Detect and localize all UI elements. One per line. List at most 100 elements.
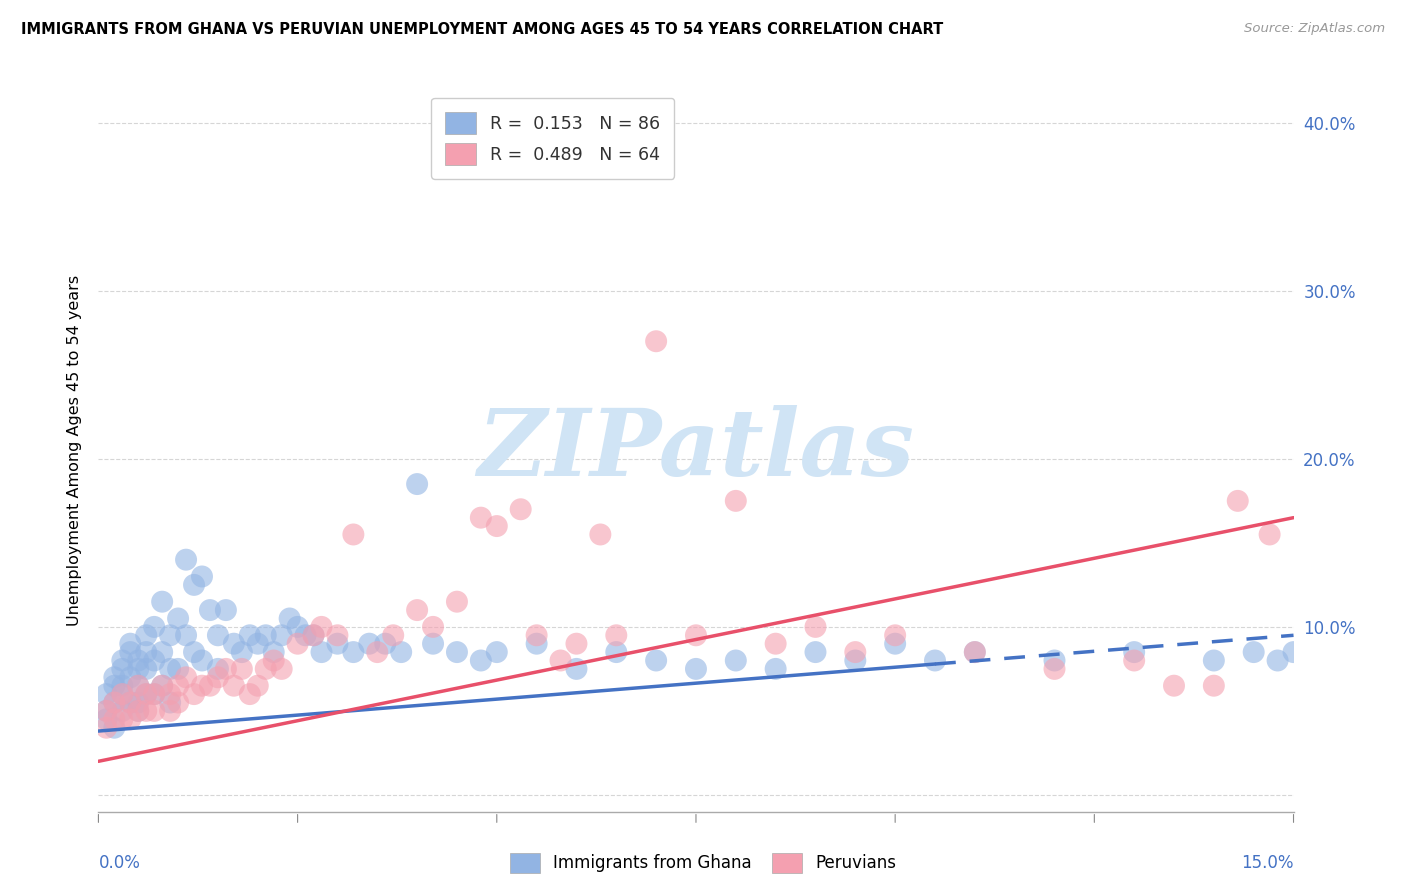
- Point: [222, 679, 245, 693]
- Point: [96, 721, 118, 735]
- Point: [103, 712, 125, 726]
- Point: [222, 637, 245, 651]
- Point: [287, 637, 309, 651]
- Point: [406, 477, 429, 491]
- Point: [685, 628, 707, 642]
- Point: [207, 670, 229, 684]
- Point: [103, 721, 125, 735]
- Point: [446, 595, 468, 609]
- Point: [135, 628, 157, 642]
- Point: [143, 653, 166, 667]
- Point: [1163, 679, 1185, 693]
- Point: [359, 637, 381, 651]
- Point: [1282, 645, 1305, 659]
- Point: [311, 620, 333, 634]
- Point: [135, 662, 157, 676]
- Point: [103, 670, 125, 684]
- Point: [963, 645, 986, 659]
- Point: [191, 569, 214, 583]
- Point: [1258, 527, 1281, 541]
- Point: [127, 704, 149, 718]
- Point: [589, 527, 612, 541]
- Point: [191, 679, 214, 693]
- Legend: R =  0.153   N = 86, R =  0.489   N = 64: R = 0.153 N = 86, R = 0.489 N = 64: [432, 98, 673, 179]
- Point: [111, 687, 134, 701]
- Point: [422, 620, 444, 634]
- Point: [174, 552, 197, 566]
- Point: [342, 527, 364, 541]
- Point: [103, 696, 125, 710]
- Point: [150, 679, 173, 693]
- Point: [96, 704, 118, 718]
- Point: [159, 696, 181, 710]
- Point: [382, 628, 405, 642]
- Point: [446, 645, 468, 659]
- Point: [167, 611, 190, 625]
- Point: [183, 687, 205, 701]
- Point: [96, 704, 118, 718]
- Point: [174, 628, 197, 642]
- Text: IMMIGRANTS FROM GHANA VS PERUVIAN UNEMPLOYMENT AMONG AGES 45 TO 54 YEARS CORRELA: IMMIGRANTS FROM GHANA VS PERUVIAN UNEMPL…: [21, 22, 943, 37]
- Point: [120, 712, 142, 726]
- Point: [239, 687, 262, 701]
- Point: [326, 637, 349, 651]
- Point: [526, 637, 548, 651]
- Point: [103, 696, 125, 710]
- Point: [287, 620, 309, 634]
- Point: [485, 645, 508, 659]
- Point: [96, 687, 118, 701]
- Point: [270, 628, 292, 642]
- Point: [1202, 679, 1225, 693]
- Point: [366, 645, 388, 659]
- Point: [143, 704, 166, 718]
- Point: [135, 645, 157, 659]
- Point: [111, 653, 134, 667]
- Point: [127, 662, 149, 676]
- Point: [167, 662, 190, 676]
- Point: [239, 628, 262, 642]
- Point: [804, 620, 827, 634]
- Point: [96, 712, 118, 726]
- Point: [311, 645, 333, 659]
- Point: [111, 704, 134, 718]
- Point: [685, 662, 707, 676]
- Point: [150, 595, 173, 609]
- Point: [143, 620, 166, 634]
- Point: [1243, 645, 1265, 659]
- Point: [143, 687, 166, 701]
- Point: [127, 704, 149, 718]
- Point: [470, 510, 492, 524]
- Point: [1043, 662, 1066, 676]
- Point: [326, 628, 349, 642]
- Point: [120, 696, 142, 710]
- Point: [509, 502, 531, 516]
- Point: [724, 494, 747, 508]
- Point: [963, 645, 986, 659]
- Point: [389, 645, 412, 659]
- Point: [1043, 653, 1066, 667]
- Point: [127, 679, 149, 693]
- Point: [159, 662, 181, 676]
- Text: 0.0%: 0.0%: [98, 854, 141, 871]
- Point: [174, 670, 197, 684]
- Point: [150, 645, 173, 659]
- Point: [135, 704, 157, 718]
- Point: [1267, 653, 1289, 667]
- Point: [605, 628, 627, 642]
- Point: [342, 645, 364, 659]
- Point: [645, 334, 668, 349]
- Point: [215, 603, 238, 617]
- Text: 15.0%: 15.0%: [1241, 854, 1294, 871]
- Point: [207, 628, 229, 642]
- Point: [246, 637, 269, 651]
- Point: [254, 662, 277, 676]
- Point: [231, 662, 253, 676]
- Point: [191, 653, 214, 667]
- Point: [198, 603, 221, 617]
- Point: [724, 653, 747, 667]
- Point: [278, 611, 301, 625]
- Point: [884, 628, 907, 642]
- Point: [135, 687, 157, 701]
- Legend: Immigrants from Ghana, Peruvians: Immigrants from Ghana, Peruvians: [503, 847, 903, 880]
- Point: [111, 712, 134, 726]
